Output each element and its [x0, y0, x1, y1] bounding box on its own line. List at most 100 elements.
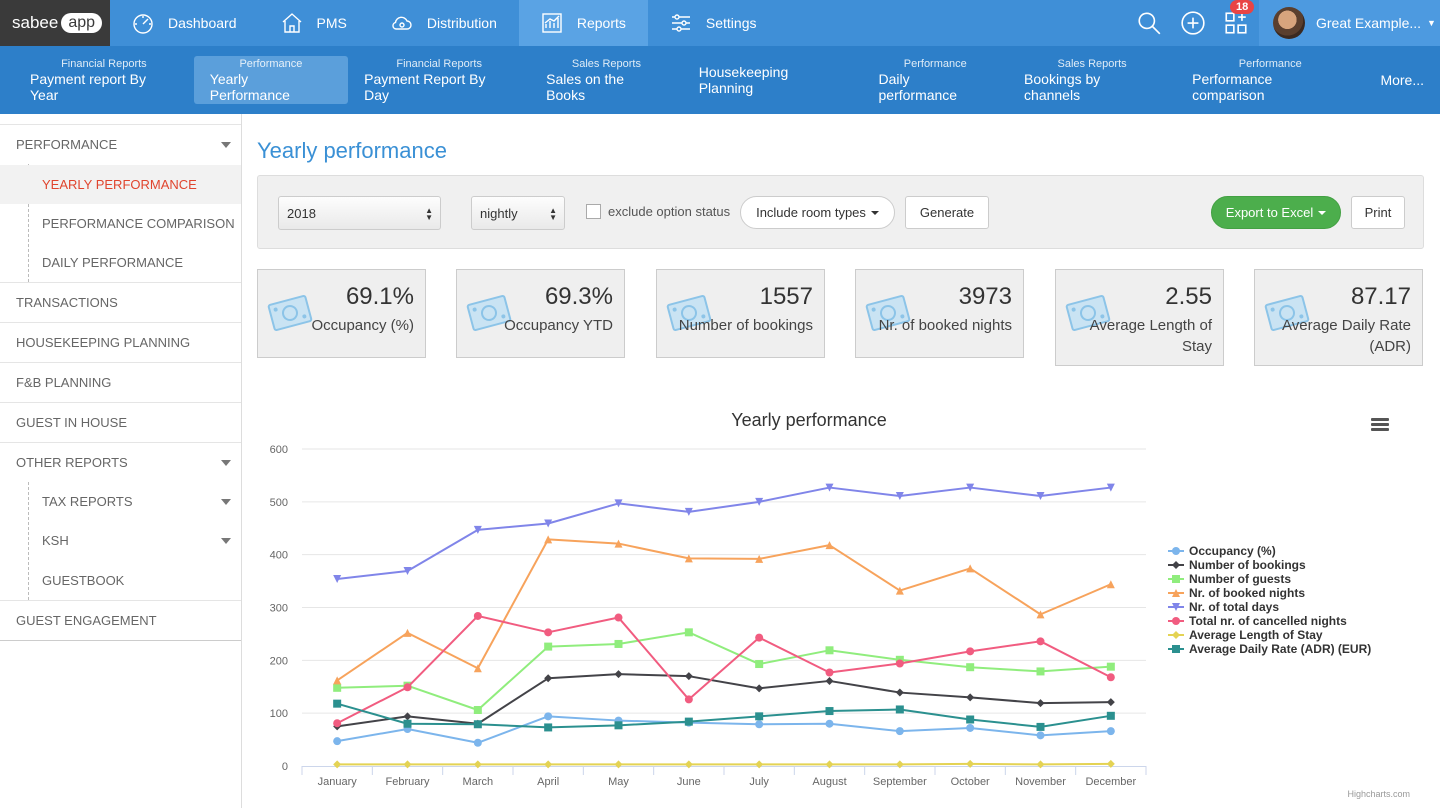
- data-point: [966, 647, 975, 656]
- subnav-bookings-by-channels[interactable]: Sales Reports Bookings by channels: [1008, 56, 1176, 104]
- data-point: [544, 519, 553, 528]
- data-point: [684, 507, 693, 516]
- legend-item[interactable]: Average Daily Rate (ADR) (EUR): [1168, 642, 1371, 656]
- money-bill-icon: [865, 294, 911, 332]
- data-point: [333, 719, 342, 728]
- series-line: [336, 715, 1111, 744]
- app-logo[interactable]: sabee app: [0, 0, 110, 46]
- subnav-yearly-performance[interactable]: Performance Yearly Performance: [193, 56, 349, 104]
- nav-dashboard-label: Dashboard: [168, 15, 237, 31]
- data-point: [614, 721, 623, 730]
- print-button[interactable]: Print: [1351, 196, 1405, 229]
- search-icon[interactable]: [1135, 9, 1163, 37]
- nav-settings[interactable]: Settings: [648, 0, 779, 46]
- data-point: [1036, 731, 1045, 740]
- sidebar-item-label: YEARLY PERFORMANCE: [42, 177, 197, 192]
- chart-menu-icon[interactable]: [1371, 418, 1389, 432]
- legend-marker: [1172, 645, 1180, 653]
- chart-credit[interactable]: Highcharts.com: [1347, 789, 1410, 799]
- y-tick-label: 100: [270, 708, 288, 720]
- sidebar-item-performance[interactable]: PERFORMANCE: [0, 124, 241, 164]
- sidebar-item-performance-comparison[interactable]: PERFORMANCE COMPARISON: [0, 204, 241, 243]
- year-select[interactable]: 2018 ▲ ▼: [278, 196, 441, 230]
- series-6: [333, 759, 1115, 769]
- subnav-label: More...: [1380, 72, 1425, 88]
- period-select[interactable]: nightly ▲ ▼: [471, 196, 565, 230]
- data-point: [966, 759, 975, 768]
- legend-item[interactable]: Number of bookings: [1168, 558, 1306, 572]
- legend-item[interactable]: Nr. of total days: [1168, 600, 1279, 614]
- select-arrows-icon: ▲ ▼: [425, 206, 433, 222]
- data-point: [684, 628, 693, 637]
- legend-marker: [1172, 547, 1180, 555]
- stat-value: 69.1%: [345, 283, 414, 310]
- legend-item[interactable]: Nr. of booked nights: [1168, 586, 1305, 600]
- main-nav: Dashboard PMS Distribution Reports Setti…: [110, 0, 779, 46]
- dashboard-gauge-icon: [130, 10, 156, 36]
- sidebar-item-label: F&B PLANNING: [16, 375, 112, 390]
- sidebar-item-yearly-performance[interactable]: YEARLY PERFORMANCE: [0, 165, 241, 204]
- legend-marker: [1172, 617, 1180, 625]
- subnav-payment-report-by-day[interactable]: Financial Reports Payment Report By Day: [348, 56, 530, 104]
- sidebar-item-other-reports[interactable]: OTHER REPORTS: [0, 442, 241, 482]
- subnav-more[interactable]: More...: [1364, 56, 1440, 104]
- data-point: [895, 659, 904, 668]
- sidebar-item-transactions[interactable]: TRANSACTIONS: [0, 282, 241, 322]
- subnav-payment-report-by-year[interactable]: Financial Reports Payment report By Year: [14, 56, 194, 104]
- subnav-label: Performance comparison: [1192, 70, 1273, 103]
- nav-pms-label: PMS: [316, 15, 347, 31]
- data-point: [825, 760, 834, 769]
- sidebar-item-guest-in-house[interactable]: GUEST IN HOUSE: [0, 402, 241, 442]
- data-point: [1106, 483, 1115, 492]
- tree-connector: [28, 482, 29, 600]
- sidebar-item-housekeeping-planning[interactable]: HOUSEKEEPING PLANNING: [0, 322, 241, 362]
- subnav-category: Performance: [1238, 57, 1302, 70]
- generate-button[interactable]: Generate: [905, 196, 989, 229]
- user-menu[interactable]: Great Example... ▼: [1259, 0, 1440, 46]
- legend-label: Total nr. of cancelled nights: [1189, 614, 1347, 628]
- subnav-performance-comparison[interactable]: Performance Performance comparison: [1176, 56, 1364, 104]
- series-3: [333, 535, 1115, 685]
- legend-item[interactable]: Average Length of Stay: [1168, 628, 1323, 642]
- export-to-excel-button[interactable]: Export to Excel: [1211, 196, 1341, 229]
- plus-circle-icon[interactable]: [1179, 9, 1207, 37]
- sidebar-item-ksh[interactable]: KSH: [0, 521, 241, 560]
- subnav-sales-on-the-books[interactable]: Sales Reports Sales on the Books: [530, 56, 683, 104]
- data-point: [333, 574, 342, 583]
- subnav-category: Sales Reports: [571, 57, 641, 70]
- sidebar-item-daily-performance[interactable]: DAILY PERFORMANCE: [0, 243, 241, 282]
- legend-item[interactable]: Occupancy (%): [1168, 544, 1276, 558]
- sidebar-item-fb-planning[interactable]: F&B PLANNING: [0, 362, 241, 402]
- subnav-housekeeping-planning[interactable]: Housekeeping Planning: [683, 56, 863, 104]
- nav-reports[interactable]: Reports: [518, 0, 648, 46]
- legend-item[interactable]: Total nr. of cancelled nights: [1168, 614, 1347, 628]
- exclude-option-status-checkbox[interactable]: [586, 204, 601, 219]
- data-point: [333, 760, 342, 769]
- nav-distribution[interactable]: Distribution: [369, 0, 519, 46]
- data-point: [1106, 711, 1115, 720]
- apps-grid-icon[interactable]: [1222, 9, 1250, 37]
- chevron-down-icon: [221, 498, 231, 505]
- x-tick-label: April: [537, 776, 559, 788]
- data-point: [473, 664, 482, 673]
- data-point: [544, 760, 553, 769]
- data-point: [825, 719, 834, 728]
- stat-value: 87.17: [1350, 283, 1411, 310]
- logo-text: sabee: [12, 13, 59, 32]
- data-point: [755, 720, 764, 729]
- exclude-option-status-label: exclude option status: [608, 204, 731, 219]
- include-room-types-dropdown[interactable]: Include room types: [740, 196, 895, 229]
- sidebar-item-guestbook[interactable]: GUESTBOOK: [0, 560, 241, 600]
- data-point: [1036, 492, 1045, 501]
- data-point: [684, 717, 693, 726]
- sidebar-item-tax-reports[interactable]: TAX REPORTS: [0, 482, 241, 521]
- legend-item[interactable]: Number of guests: [1168, 572, 1291, 586]
- nav-dashboard[interactable]: Dashboard: [110, 0, 259, 46]
- subnav-daily-performance[interactable]: Performance Daily performance: [863, 56, 1009, 104]
- data-point: [614, 760, 623, 769]
- sidebar-item-guest-engagement[interactable]: GUEST ENGAGEMENT: [0, 600, 241, 641]
- sliders-icon: [668, 10, 694, 36]
- subnav-category: Performance: [903, 57, 967, 70]
- nav-pms[interactable]: PMS: [259, 0, 369, 46]
- data-point: [1036, 760, 1045, 769]
